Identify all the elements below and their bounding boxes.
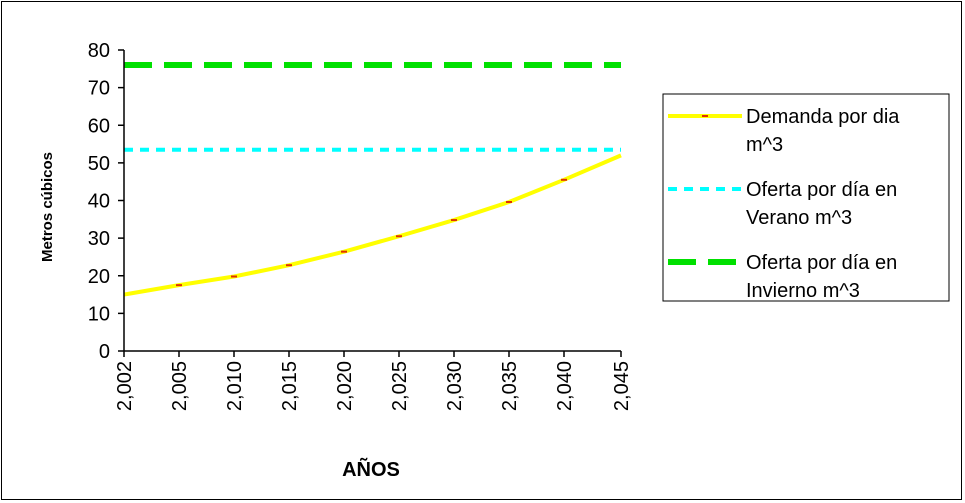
y-tick-label: 60 — [88, 115, 110, 137]
x-tick-label: 2,020 — [334, 361, 356, 411]
legend-label-0: m^3 — [746, 134, 783, 156]
legend-label-1: Oferta por día en — [746, 179, 897, 201]
legend-label-2: Invierno m^3 — [746, 280, 860, 302]
x-tick-label: 2,040 — [554, 361, 576, 411]
x-axis-title: AÑOS — [342, 458, 400, 481]
y-tick-label: 10 — [88, 303, 110, 325]
x-tick-label: 2,025 — [389, 361, 411, 411]
x-tick-label: 2,002 — [114, 361, 136, 411]
x-tick-label: 2,045 — [611, 361, 633, 411]
y-tick-label: 0 — [99, 341, 110, 363]
x-tick-label: 2,030 — [444, 361, 466, 411]
plot-area — [124, 50, 621, 351]
y-tick-label: 30 — [88, 228, 110, 250]
x-tick-label: 2,005 — [169, 361, 191, 411]
x-tick-label: 2,010 — [224, 361, 246, 411]
y-axis-title: Metros cúbicos — [39, 152, 56, 262]
legend-label-1: Verano m^3 — [746, 207, 852, 229]
data-point-marker — [506, 201, 512, 203]
data-point-marker — [451, 219, 457, 221]
y-tick-label: 80 — [88, 40, 110, 62]
y-tick-label: 70 — [88, 78, 110, 100]
data-point-marker — [561, 179, 567, 181]
x-tick-label: 2,035 — [499, 361, 521, 411]
y-tick-label: 20 — [88, 266, 110, 288]
legend: Demanda por dia m^3 Oferta por día en Veran… — [663, 94, 949, 302]
legend-marker-0 — [702, 115, 708, 117]
data-point-marker — [286, 264, 292, 266]
data-point-marker — [341, 251, 347, 253]
data-point-marker — [231, 276, 237, 278]
legend-label-0: Demanda por dia — [746, 106, 900, 128]
data-point-marker — [176, 284, 182, 286]
x-tick-label: 2,015 — [279, 361, 301, 411]
y-tick-label: 40 — [88, 191, 110, 213]
legend-label-2: Oferta por día en — [746, 252, 897, 274]
y-tick-label: 50 — [88, 153, 110, 175]
data-point-marker — [396, 235, 402, 237]
